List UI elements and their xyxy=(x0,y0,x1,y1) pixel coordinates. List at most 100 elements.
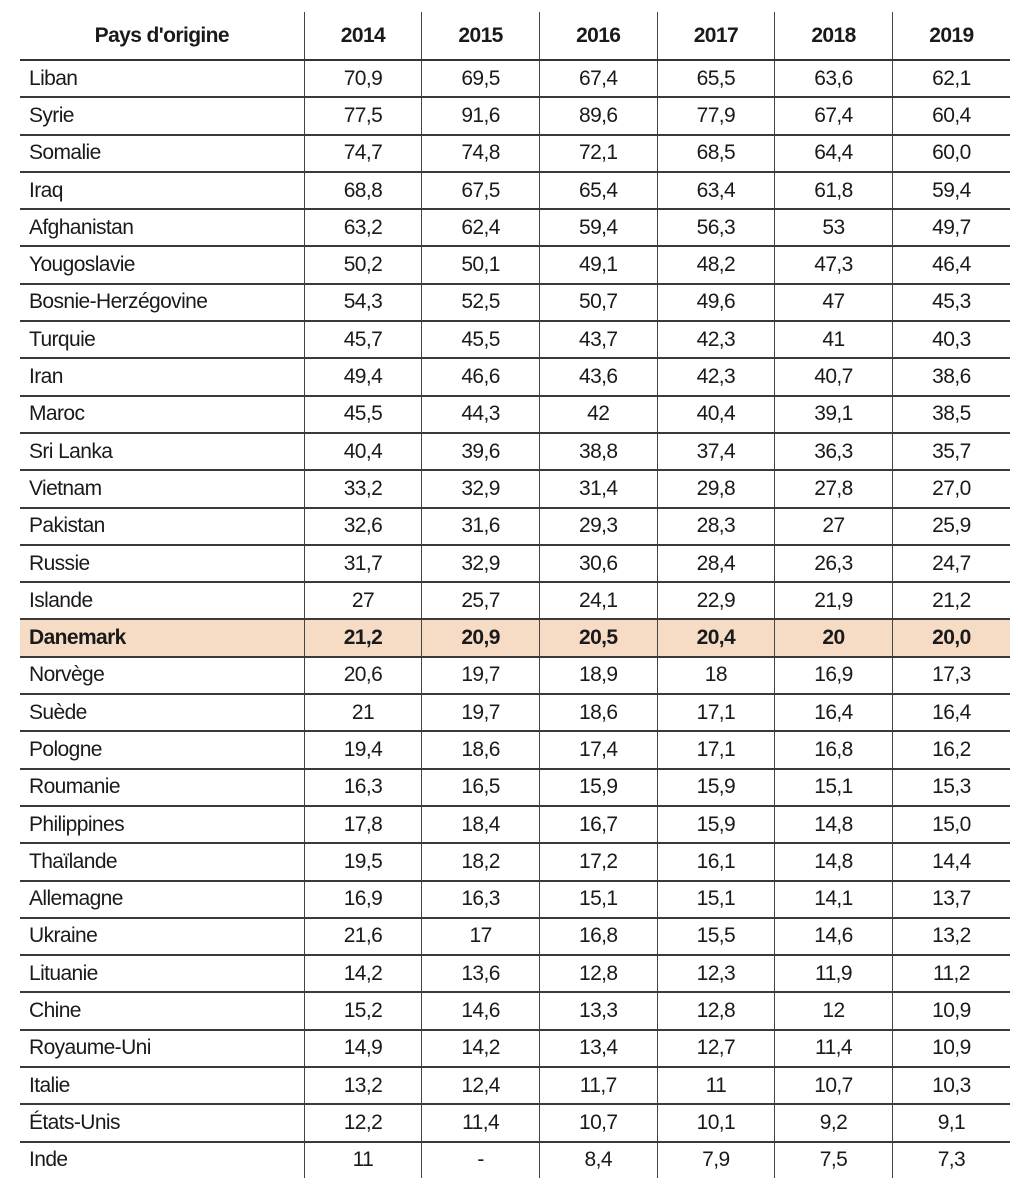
value-cell: 39,1 xyxy=(774,395,893,434)
value-cell: 38,5 xyxy=(891,395,1010,434)
value-cell: 20 xyxy=(774,619,893,658)
value-cell: 32,9 xyxy=(421,544,540,584)
column-header-year: 2016 xyxy=(538,12,658,61)
value-cell: 11,4 xyxy=(774,1029,893,1069)
value-cell: 11,2 xyxy=(891,955,1010,994)
value-cell: 43,6 xyxy=(538,358,658,397)
value-cell: 18 xyxy=(656,656,775,696)
value-cell: 65,4 xyxy=(538,171,658,211)
value-cell: 45,3 xyxy=(891,283,1010,323)
value-cell: 27,0 xyxy=(891,470,1010,509)
country-cell: Liban xyxy=(20,60,305,99)
country-cell: Pakistan xyxy=(20,507,305,546)
table-row: Ukraine 21,6 17 16,8 15,5 14,6 13,2 xyxy=(20,917,1010,957)
value-cell: 16,5 xyxy=(421,768,540,807)
value-cell: 32,6 xyxy=(303,507,422,546)
value-cell: 47,3 xyxy=(774,246,893,285)
value-cell: 45,5 xyxy=(303,395,422,434)
table-row: Lituanie 14,2 13,6 12,8 12,3 11,9 11,2 xyxy=(20,955,1010,994)
value-cell: 15,2 xyxy=(303,992,422,1031)
value-cell: 61,8 xyxy=(774,171,893,211)
value-cell: 89,6 xyxy=(538,97,658,136)
value-cell: 36,3 xyxy=(774,432,893,472)
value-cell: 13,7 xyxy=(891,880,1010,919)
value-cell: 14,2 xyxy=(421,1029,540,1069)
value-cell: 16,3 xyxy=(303,768,422,807)
column-header-year: 2014 xyxy=(303,12,422,61)
value-cell: 12,7 xyxy=(656,1029,775,1069)
value-cell: 17,4 xyxy=(538,731,658,770)
value-cell: 53 xyxy=(774,209,893,248)
table-row: Liban 70,9 69,5 67,4 65,5 63,6 62,1 xyxy=(20,60,1010,99)
value-cell: 72,1 xyxy=(538,134,658,173)
value-cell: 64,4 xyxy=(774,134,893,173)
country-cell: Suède xyxy=(20,694,305,733)
value-cell: 20,0 xyxy=(891,619,1010,658)
value-cell: 7,3 xyxy=(891,1141,1010,1178)
country-cell: Inde xyxy=(29,1148,68,1172)
value-cell: 40,4 xyxy=(303,432,422,472)
value-cell: 15,9 xyxy=(538,768,658,807)
value-cell: 12,4 xyxy=(421,1067,540,1106)
country-cell: Roumanie xyxy=(20,768,305,807)
value-cell: 14,9 xyxy=(303,1029,422,1069)
value-cell: 12,8 xyxy=(656,992,775,1031)
country-cell: Maroc xyxy=(20,395,305,434)
value-cell: 19,7 xyxy=(421,694,540,733)
value-cell: 11 xyxy=(656,1067,775,1106)
table-row: Pologne 19,4 18,6 17,4 17,1 16,8 16,2 xyxy=(20,731,1010,770)
value-cell: 10,1 xyxy=(656,1104,775,1143)
country-cell: Pologne xyxy=(20,731,305,770)
value-cell: 21 xyxy=(303,694,422,733)
value-cell: 17,1 xyxy=(656,731,775,770)
country-cell: Allemagne xyxy=(20,880,305,919)
table-row: États-Unis 12,2 11,4 10,7 10,1 9,2 9,1 xyxy=(20,1104,1010,1143)
table-row: Inde 11-8,4 7,9 7,5 7,3 xyxy=(20,1141,1010,1178)
country-cell: Afghanistan xyxy=(20,209,305,248)
value-cell: 91,6 xyxy=(421,97,540,136)
country-cell: Iran xyxy=(20,358,305,397)
value-cell: 16,1 xyxy=(656,843,775,882)
value-cell: 7,5 xyxy=(774,1141,893,1178)
country-cell: Ukraine xyxy=(20,917,305,957)
country-cell: Thaïlande xyxy=(20,843,305,882)
country-cell: Iraq xyxy=(20,171,305,211)
value-cell: 45,5 xyxy=(421,321,540,360)
value-cell: 15,1 xyxy=(656,880,775,919)
value-cell: 10,7 xyxy=(774,1067,893,1106)
value-cell: 16,8 xyxy=(774,731,893,770)
value-cell: 32,9 xyxy=(421,470,540,509)
value-cell: 33,2 xyxy=(303,470,422,509)
value-cell: 50,1 xyxy=(421,246,540,285)
value-cell: 13,4 xyxy=(538,1029,658,1069)
value-cell: 56,3 xyxy=(656,209,775,248)
value-cell: 21,2 xyxy=(303,619,422,658)
value-cell: 10,3 xyxy=(891,1067,1010,1106)
country-cell: Syrie xyxy=(20,97,305,136)
value-cell: 13,3 xyxy=(538,992,658,1031)
value-cell: 18,6 xyxy=(538,694,658,733)
table-row: Afghanistan 63,2 62,4 59,4 56,3 53 49,7 xyxy=(20,209,1010,248)
value-cell: 42 xyxy=(538,395,658,434)
value-cell: - xyxy=(421,1141,540,1178)
value-cell: 42,3 xyxy=(656,321,775,360)
value-cell: 9,2 xyxy=(774,1104,893,1143)
value-cell: 19,4 xyxy=(303,731,422,770)
value-cell: 49,4 xyxy=(303,358,422,397)
value-cell: 14,8 xyxy=(774,805,893,845)
country-cell: États-Unis xyxy=(20,1104,305,1143)
value-cell: 59,4 xyxy=(538,209,658,248)
value-cell: 24,1 xyxy=(538,582,658,621)
value-cell: 62,1 xyxy=(891,60,1010,99)
value-cell: 70,9 xyxy=(303,60,422,99)
value-cell: 20,6 xyxy=(303,656,422,696)
value-cell: 11 xyxy=(303,1141,422,1178)
value-cell: 17,2 xyxy=(538,843,658,882)
value-cell: 31,6 xyxy=(421,507,540,546)
value-cell: 14,2 xyxy=(303,955,422,994)
value-cell: 14,6 xyxy=(774,917,893,957)
value-cell: 77,9 xyxy=(656,97,775,136)
column-header-year: 2019 xyxy=(891,12,1010,61)
value-cell: 37,4 xyxy=(656,432,775,472)
value-cell: 12,2 xyxy=(303,1104,422,1143)
